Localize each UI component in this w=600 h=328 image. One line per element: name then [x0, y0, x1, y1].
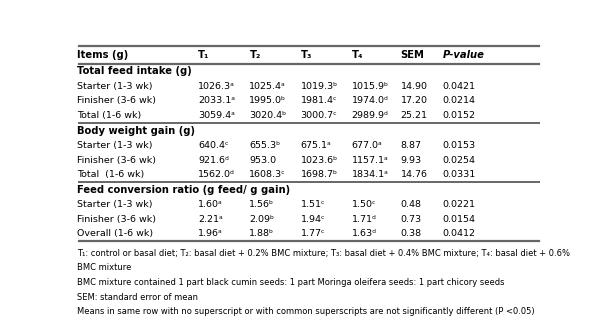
- Text: BMC mixture: BMC mixture: [77, 263, 132, 272]
- Text: 0.0153: 0.0153: [442, 141, 475, 150]
- Text: 1.94ᶜ: 1.94ᶜ: [301, 215, 325, 224]
- Text: Total  (1-6 wk): Total (1-6 wk): [77, 170, 145, 179]
- Text: 921.6ᵈ: 921.6ᵈ: [198, 155, 229, 165]
- Text: 1608.3ᶜ: 1608.3ᶜ: [250, 170, 286, 179]
- Text: 1023.6ᵇ: 1023.6ᵇ: [301, 155, 338, 165]
- Text: Starter (1-3 wk): Starter (1-3 wk): [77, 141, 153, 150]
- Text: 3000.7ᶜ: 3000.7ᶜ: [301, 111, 337, 120]
- Text: Finisher (3-6 wk): Finisher (3-6 wk): [77, 215, 157, 224]
- Text: 25.21: 25.21: [401, 111, 427, 120]
- Text: 8.87: 8.87: [401, 141, 421, 150]
- Text: 1698.7ᵇ: 1698.7ᵇ: [301, 170, 338, 179]
- Text: Finisher (3-6 wk): Finisher (3-6 wk): [77, 155, 157, 165]
- Text: 1.63ᵈ: 1.63ᵈ: [352, 229, 377, 238]
- Text: 1974.0ᵈ: 1974.0ᵈ: [352, 96, 389, 106]
- Text: 640.4ᶜ: 640.4ᶜ: [198, 141, 229, 150]
- Text: 0.73: 0.73: [401, 215, 422, 224]
- Text: 1157.1ᵃ: 1157.1ᵃ: [352, 155, 388, 165]
- Text: T₃: T₃: [301, 50, 312, 60]
- Text: 0.0412: 0.0412: [442, 229, 475, 238]
- Text: Total (1-6 wk): Total (1-6 wk): [77, 111, 142, 120]
- Text: Means in same row with no superscript or with common superscripts are not signif: Means in same row with no superscript or…: [77, 307, 535, 316]
- Text: 3020.4ᵇ: 3020.4ᵇ: [250, 111, 287, 120]
- Text: Finisher (3-6 wk): Finisher (3-6 wk): [77, 96, 157, 106]
- Text: Body weight gain (g): Body weight gain (g): [77, 126, 196, 135]
- Text: 0.0421: 0.0421: [442, 82, 475, 91]
- Text: 0.38: 0.38: [401, 229, 422, 238]
- Text: 0.48: 0.48: [401, 200, 421, 209]
- Text: 1.77ᶜ: 1.77ᶜ: [301, 229, 325, 238]
- Text: Total feed intake (g): Total feed intake (g): [77, 67, 192, 76]
- Text: 1.88ᵇ: 1.88ᵇ: [250, 229, 274, 238]
- Text: 1.60ᵃ: 1.60ᵃ: [198, 200, 223, 209]
- Text: T₁: control or basal diet; T₂: basal diet + 0.2% BMC mixture; T₃: basal diet + 0: T₁: control or basal diet; T₂: basal die…: [77, 249, 571, 258]
- Text: T₂: T₂: [250, 50, 261, 60]
- Text: 3059.4ᵃ: 3059.4ᵃ: [198, 111, 235, 120]
- Text: 1981.4ᶜ: 1981.4ᶜ: [301, 96, 337, 106]
- Text: Starter (1-3 wk): Starter (1-3 wk): [77, 200, 153, 209]
- Text: 0.0152: 0.0152: [442, 111, 475, 120]
- Text: 0.0221: 0.0221: [442, 200, 475, 209]
- Text: 1.50ᶜ: 1.50ᶜ: [352, 200, 376, 209]
- Text: 953.0: 953.0: [250, 155, 277, 165]
- Text: 1.56ᵇ: 1.56ᵇ: [250, 200, 274, 209]
- Text: 1026.3ᵃ: 1026.3ᵃ: [198, 82, 235, 91]
- Text: T₄: T₄: [352, 50, 363, 60]
- Text: 675.1ᵃ: 675.1ᵃ: [301, 141, 331, 150]
- Text: Feed conversion ratio (g feed/ g gain): Feed conversion ratio (g feed/ g gain): [77, 185, 290, 195]
- Text: 0.0331: 0.0331: [442, 170, 476, 179]
- Text: 2.09ᵇ: 2.09ᵇ: [250, 215, 274, 224]
- Text: 1.96ᵃ: 1.96ᵃ: [198, 229, 223, 238]
- Text: T₁: T₁: [198, 50, 210, 60]
- Text: BMC mixture contained 1 part black cumin seeds: 1 part Moringa oleifera seeds: 1: BMC mixture contained 1 part black cumin…: [77, 278, 505, 287]
- Text: 0.0214: 0.0214: [442, 96, 475, 106]
- Text: Starter (1-3 wk): Starter (1-3 wk): [77, 82, 153, 91]
- Text: 677.0ᵃ: 677.0ᵃ: [352, 141, 382, 150]
- Text: 1019.3ᵇ: 1019.3ᵇ: [301, 82, 338, 91]
- Text: 0.0254: 0.0254: [442, 155, 475, 165]
- Text: Items (g): Items (g): [77, 50, 128, 60]
- Text: SEM: standard error of mean: SEM: standard error of mean: [77, 293, 199, 302]
- Text: 14.90: 14.90: [401, 82, 427, 91]
- Text: 17.20: 17.20: [401, 96, 427, 106]
- Text: 1834.1ᵃ: 1834.1ᵃ: [352, 170, 389, 179]
- Text: 1562.0ᵈ: 1562.0ᵈ: [198, 170, 235, 179]
- Text: 1015.9ᵇ: 1015.9ᵇ: [352, 82, 389, 91]
- Text: 1995.0ᵇ: 1995.0ᵇ: [250, 96, 286, 106]
- Text: P-value: P-value: [442, 50, 484, 60]
- Text: 0.0154: 0.0154: [442, 215, 475, 224]
- Text: 1.71ᵈ: 1.71ᵈ: [352, 215, 377, 224]
- Text: 2.21ᵃ: 2.21ᵃ: [198, 215, 223, 224]
- Text: 1025.4ᵃ: 1025.4ᵃ: [250, 82, 286, 91]
- Text: 2989.9ᵈ: 2989.9ᵈ: [352, 111, 389, 120]
- Text: 1.51ᶜ: 1.51ᶜ: [301, 200, 325, 209]
- Text: SEM: SEM: [401, 50, 424, 60]
- Text: 2033.1ᵃ: 2033.1ᵃ: [198, 96, 235, 106]
- Text: 655.3ᵇ: 655.3ᵇ: [250, 141, 281, 150]
- Text: 14.76: 14.76: [401, 170, 427, 179]
- Text: Overall (1-6 wk): Overall (1-6 wk): [77, 229, 154, 238]
- Text: 9.93: 9.93: [401, 155, 422, 165]
